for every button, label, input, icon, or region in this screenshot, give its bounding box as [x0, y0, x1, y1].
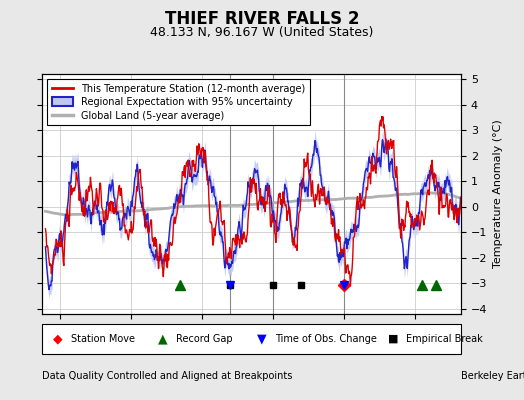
Text: THIEF RIVER FALLS 2: THIEF RIVER FALLS 2: [165, 10, 359, 28]
Text: Berkeley Earth: Berkeley Earth: [461, 371, 524, 381]
Text: Data Quality Controlled and Aligned at Breakpoints: Data Quality Controlled and Aligned at B…: [42, 371, 292, 381]
Text: 48.133 N, 96.167 W (United States): 48.133 N, 96.167 W (United States): [150, 26, 374, 39]
Text: ◆: ◆: [53, 332, 62, 346]
Text: Time of Obs. Change: Time of Obs. Change: [275, 334, 377, 344]
Text: Station Move: Station Move: [71, 334, 135, 344]
Legend: This Temperature Station (12-month average), Regional Expectation with 95% uncer: This Temperature Station (12-month avera…: [47, 79, 310, 125]
Text: ■: ■: [388, 334, 398, 344]
Text: ▼: ▼: [257, 332, 267, 346]
Text: Empirical Break: Empirical Break: [406, 334, 483, 344]
Y-axis label: Temperature Anomaly (°C): Temperature Anomaly (°C): [493, 120, 503, 268]
Text: ▲: ▲: [158, 332, 167, 346]
Text: Record Gap: Record Gap: [176, 334, 232, 344]
